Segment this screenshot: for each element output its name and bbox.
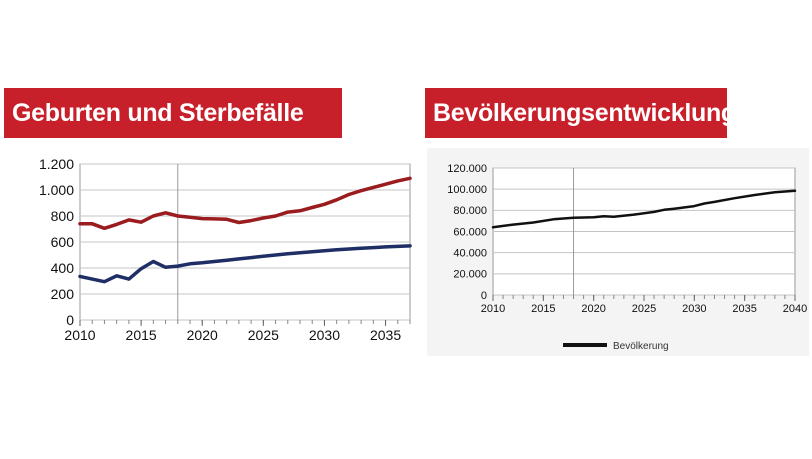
x-tick-label: 2030 <box>682 303 706 315</box>
y-tick-label: 80.000 <box>453 205 487 217</box>
x-tick-label: 2020 <box>581 303 605 315</box>
y-tick-label: 20.000 <box>453 269 487 281</box>
y-tick-label: 100.000 <box>447 184 487 196</box>
y-tick-label: 40.000 <box>453 248 487 260</box>
x-tick-label: 2010 <box>64 327 95 343</box>
births-deaths-chart: 0 200 400 600 800 1.000 1.200 2010 2015 2020 2025 2… <box>39 156 412 343</box>
x-tick-label: 2025 <box>632 303 656 315</box>
y-tick-label: 1.200 <box>39 156 74 172</box>
y-tick-label: 120.000 <box>447 163 487 175</box>
y-tick-label: 60.000 <box>453 226 487 238</box>
y-tick-label: 0 <box>66 312 74 328</box>
births-deaths-chart-panel: 0 200 400 600 800 1.000 1.200 2010 2015 2020 2025 2… <box>28 150 420 360</box>
y-tick-label: 400 <box>51 260 75 276</box>
chart-title-population: Bevölkerungsentwicklung <box>425 88 736 138</box>
y-tick-label: 1.000 <box>39 182 74 198</box>
x-tick-label: 2035 <box>370 327 401 343</box>
x-tick-label: 2015 <box>531 303 555 315</box>
series-line-2 <box>78 244 412 284</box>
series-line-1 <box>78 176 412 231</box>
chart-title-births-deaths: Geburten und Sterbefälle <box>4 88 342 138</box>
x-tick-label: 2020 <box>187 327 218 343</box>
x-tick-label: 2015 <box>126 327 157 343</box>
x-tick-label: 2040 <box>783 303 807 315</box>
y-tick-label: 600 <box>51 234 75 250</box>
x-tick-label: 2025 <box>248 327 279 343</box>
x-tick-label: 2030 <box>309 327 340 343</box>
x-tick-label: 2010 <box>481 303 505 315</box>
y-tick-label: 800 <box>51 208 75 224</box>
series-line-1 <box>491 189 797 229</box>
legend-label: Bevölkerung <box>613 341 669 352</box>
y-tick-label: 200 <box>51 286 75 302</box>
population-chart-panel: 0 20.000 40.000 60.000 80.000 100.000 120.000 2… <box>427 148 809 356</box>
x-tick-label: 2035 <box>732 303 756 315</box>
population-chart: 0 20.000 40.000 60.000 80.000 100.000 120.000 2… <box>447 163 807 352</box>
y-tick-label: 0 <box>481 290 487 302</box>
